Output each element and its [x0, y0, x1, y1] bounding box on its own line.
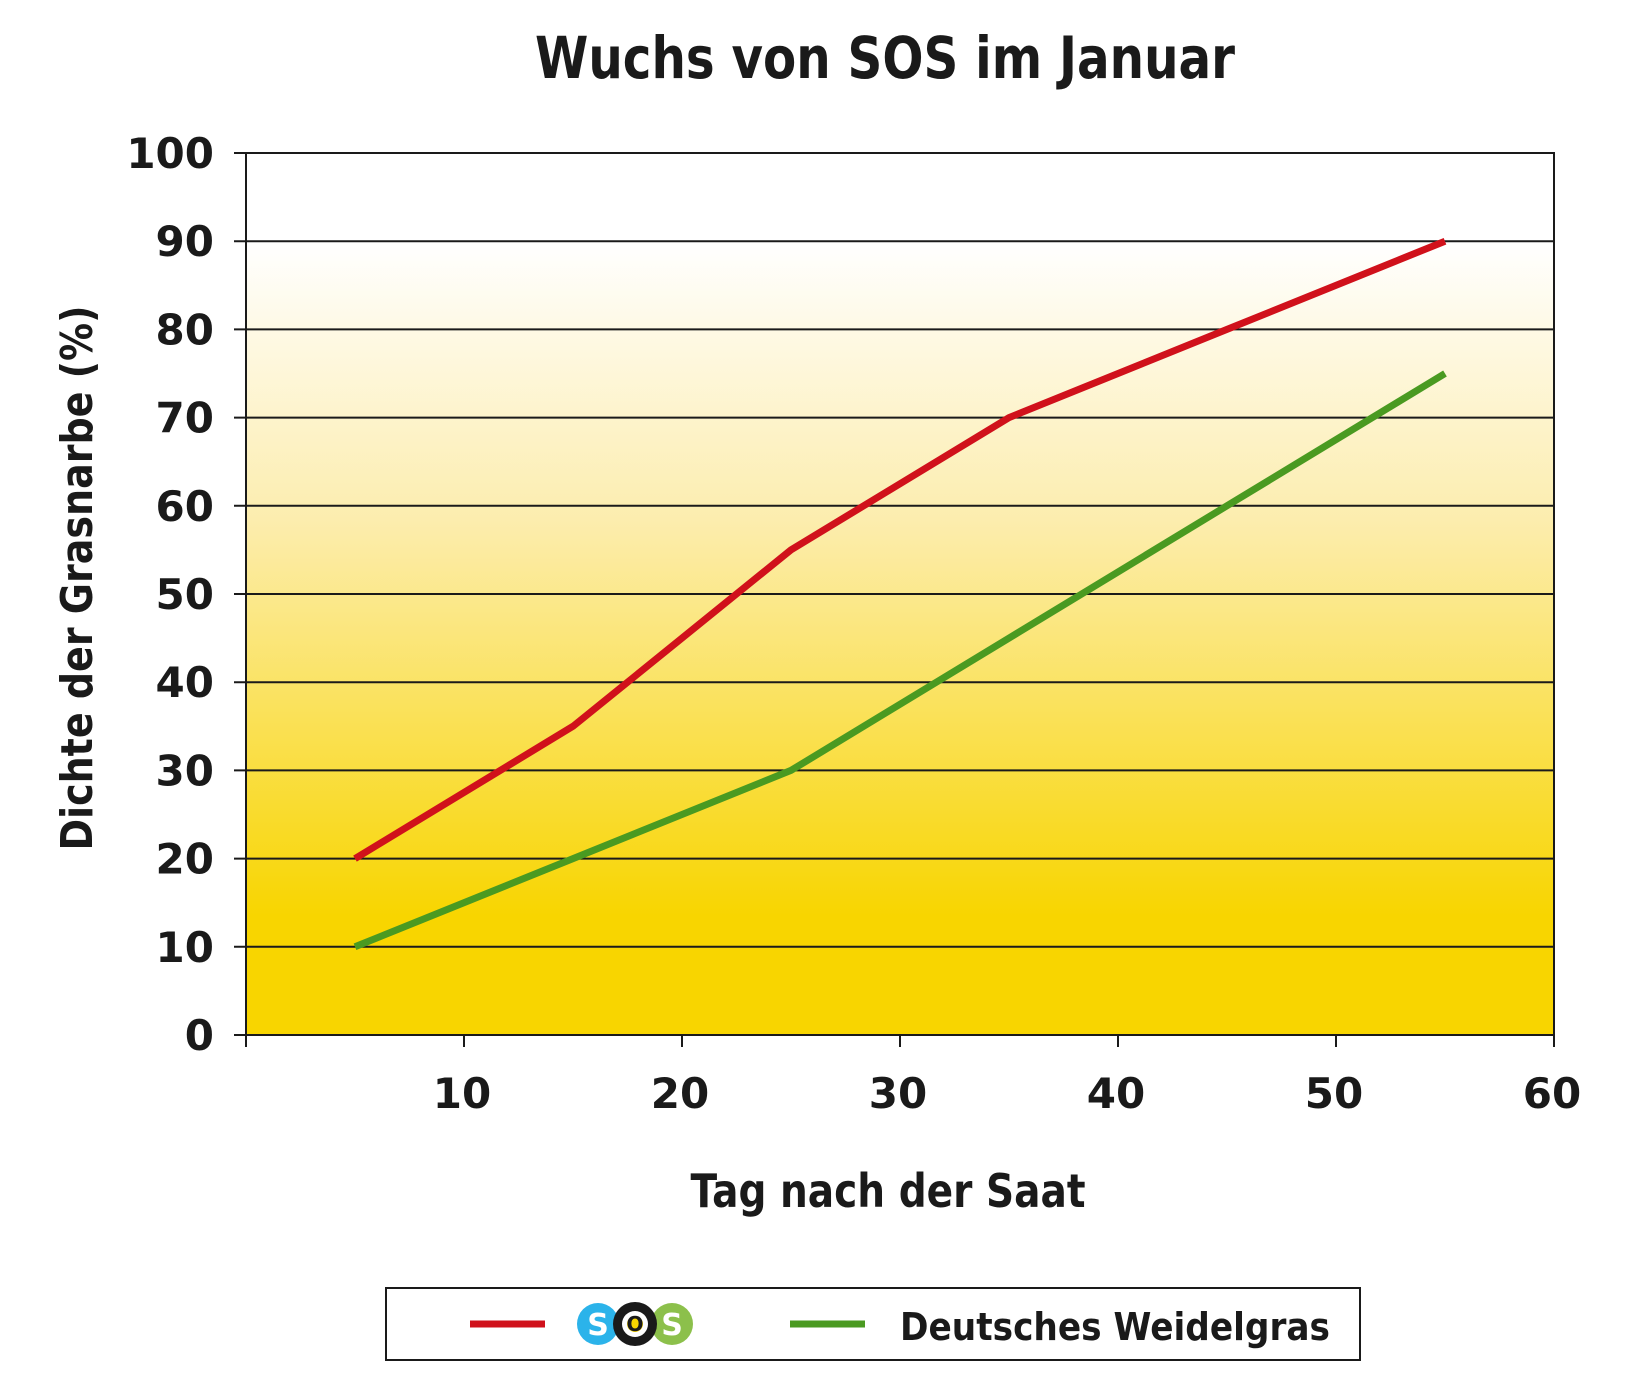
y-tick-labels: 0 10 20 30 40 50 60 70 80 90 100 — [126, 129, 214, 1060]
x-tick-label-30: 30 — [869, 1069, 927, 1118]
sos-logo-s-left-circle — [577, 1303, 619, 1345]
series-line-0 — [353, 237, 1447, 862]
y-tick-label-30: 30 — [156, 746, 214, 795]
top-band — [246, 153, 1554, 242]
y-tick-label-70: 70 — [156, 394, 214, 443]
sos-logo-letter-s1: S — [587, 1308, 609, 1343]
y-tick-label-20: 20 — [156, 835, 214, 884]
x-tick-label-10: 10 — [433, 1069, 491, 1118]
y-tick-label-90: 90 — [156, 217, 214, 266]
chart-title: Wuchs von SOS im Januar — [535, 24, 1235, 92]
series-line-1 — [353, 370, 1447, 951]
plot-background — [246, 242, 1554, 1035]
x-tick-label-50: 50 — [1305, 1069, 1363, 1118]
legend: S S O Deutsches Weidelgras — [385, 1287, 1361, 1361]
y-tick-label-50: 50 — [156, 570, 214, 619]
series-lines — [353, 237, 1447, 951]
x-axis-label: Tag nach der Saat — [691, 1164, 1086, 1218]
sos-logo-letter-s2: S — [661, 1308, 683, 1343]
y-tick-label-60: 60 — [156, 482, 214, 531]
sos-logo-letter-o: O — [626, 1312, 643, 1336]
sos-logo: S S O — [577, 1302, 693, 1346]
y-tick-label-0: 0 — [185, 1011, 214, 1060]
x-ticks — [245, 1035, 1555, 1047]
x-tick-label-60: 60 — [1523, 1069, 1581, 1118]
x-tick-label-20: 20 — [651, 1069, 709, 1118]
y-axis-label: Dichte der Grasnarbe (%) — [52, 306, 103, 851]
y-tick-label-10: 10 — [156, 923, 214, 972]
x-tick-labels: 10 20 30 40 50 60 — [433, 1069, 1581, 1118]
legend-box — [385, 1287, 1361, 1361]
y-tick-label-40: 40 — [156, 658, 214, 707]
plot-frame — [245, 152, 1555, 1036]
sos-logo-s-right-circle — [651, 1303, 693, 1345]
y-tick-label-80: 80 — [156, 305, 214, 354]
y-tick-label-100: 100 — [126, 129, 214, 178]
sos-logo-o-center — [627, 1316, 643, 1332]
x-tick-label-40: 40 — [1087, 1069, 1145, 1118]
legend-label-weidelgras: Deutsches Weidelgras — [900, 1305, 1330, 1349]
